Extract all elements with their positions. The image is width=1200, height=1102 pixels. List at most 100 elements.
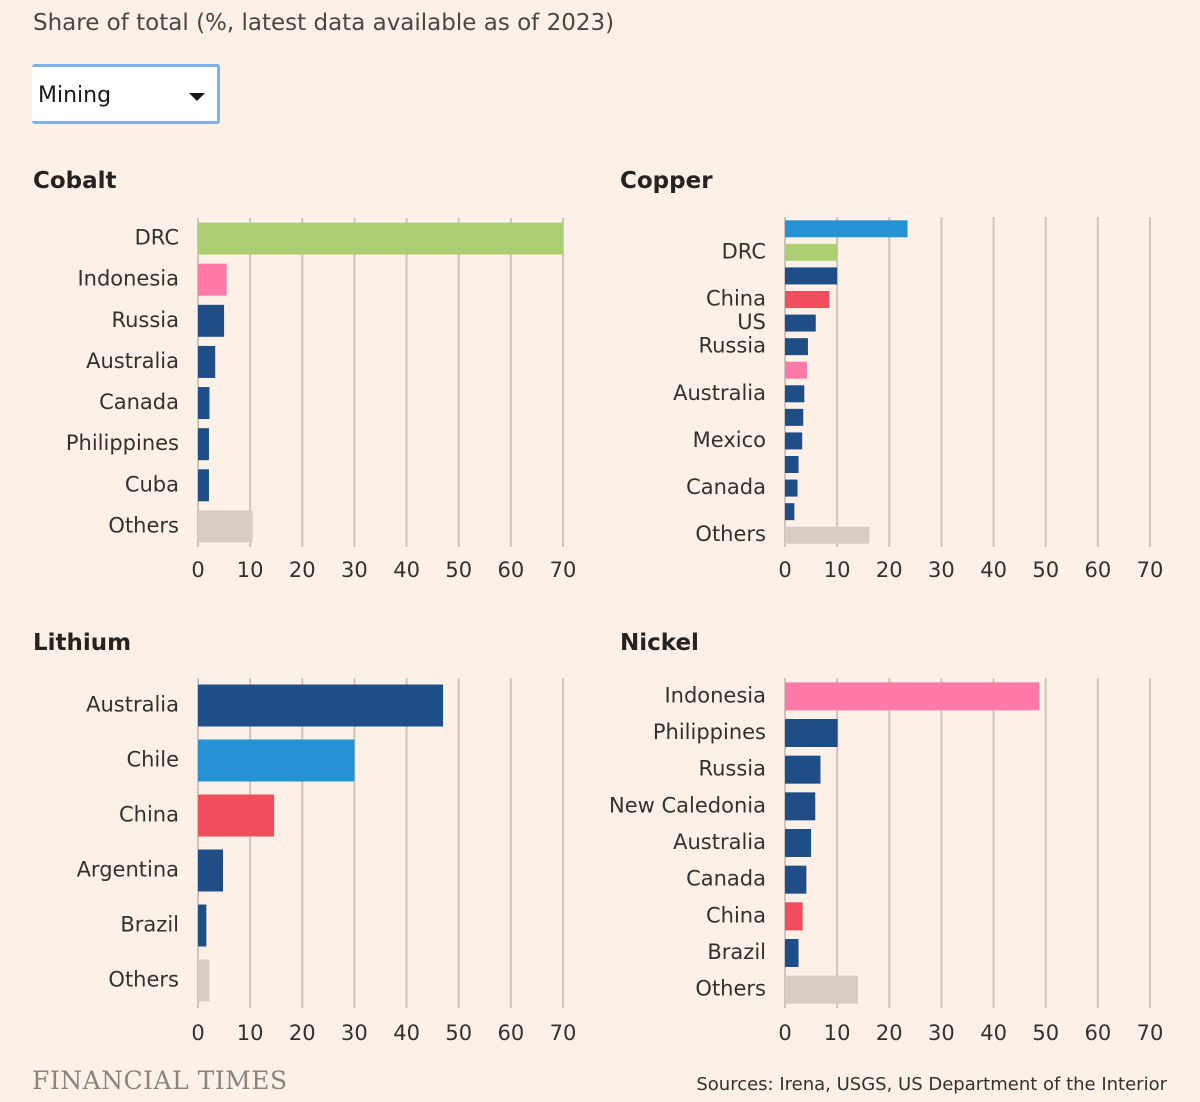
bar-label: Australia — [673, 830, 766, 854]
bar-label: Canada — [686, 867, 766, 891]
x-tick-label: 10 — [824, 558, 851, 582]
x-tick-label: 0 — [778, 1021, 791, 1045]
bar-russia — [785, 338, 808, 356]
source-note: Sources: Irena, USGS, US Department of t… — [696, 1074, 1167, 1095]
bar-indonesia — [198, 263, 227, 296]
x-tick-label: 20 — [289, 1021, 316, 1045]
bar-label: Canada — [99, 390, 179, 414]
bar-china — [785, 291, 830, 308]
bar-label: Philippines — [653, 720, 766, 744]
x-tick-label: 20 — [876, 558, 903, 582]
x-tick-label: 0 — [191, 558, 204, 582]
bar-label: China — [119, 803, 179, 827]
bar-label: US — [737, 310, 766, 334]
x-tick-label: 30 — [341, 558, 368, 582]
bar-label: China — [706, 287, 766, 311]
bar-australia — [785, 829, 812, 857]
bar-new-caledonia — [785, 792, 816, 821]
bar-label: New Caledonia — [609, 793, 766, 817]
x-tick-label: 20 — [876, 1021, 903, 1045]
bar-label: Others — [695, 977, 766, 1001]
bar-canada — [785, 479, 798, 497]
x-tick-label: 10 — [237, 1021, 264, 1045]
caret-down-icon[interactable] — [189, 93, 205, 101]
x-tick-label: 50 — [445, 558, 472, 582]
bar-label: Argentina — [77, 858, 179, 882]
bar-label: Brazil — [120, 913, 179, 937]
bar-label: Russia — [111, 308, 179, 332]
x-tick-label: 40 — [980, 558, 1007, 582]
bar-unlabelled — [785, 503, 795, 521]
x-tick-label: 70 — [1137, 1021, 1164, 1045]
x-tick-label: 40 — [393, 558, 420, 582]
bar-philippines — [198, 428, 209, 461]
panel-title-nickel: Nickel — [620, 630, 699, 656]
bar-australia — [198, 684, 444, 727]
panel-title-cobalt: Cobalt — [33, 168, 117, 194]
bar-argentina — [198, 849, 224, 892]
bar-unlabelled — [785, 361, 807, 379]
bar-others — [198, 959, 210, 1002]
x-tick-label: 30 — [341, 1021, 368, 1045]
brand-logo: FINANCIAL TIMES — [32, 1066, 288, 1095]
bar-drc — [785, 243, 838, 261]
bar-label: Australia — [673, 381, 766, 405]
x-tick-label: 30 — [928, 1021, 955, 1045]
x-tick-label: 50 — [1032, 1021, 1059, 1045]
chart-lithium: 0 10 20 30 40 50 60 70 Australia Chile China Argent… — [77, 678, 577, 1045]
bar-label: DRC — [722, 239, 766, 263]
chart-subtitle: Share of total (%, latest data available… — [33, 10, 615, 36]
bar-china — [198, 794, 275, 837]
x-tick-label: 40 — [393, 1021, 420, 1045]
bar-label: Canada — [686, 475, 766, 499]
bar-philippines — [785, 719, 838, 747]
x-tick-label: 0 — [778, 558, 791, 582]
bar-label: Philippines — [66, 431, 179, 455]
bar-unlabelled — [785, 456, 799, 473]
bar-label: Russia — [698, 757, 766, 781]
bar-russia — [785, 755, 821, 784]
panel-title-copper: Copper — [620, 168, 713, 194]
metric-dropdown[interactable]: Mining — [32, 64, 220, 124]
x-tick-label: 70 — [550, 558, 577, 582]
bar-label: Chile — [126, 748, 179, 772]
dropdown-selected-value: Mining — [38, 83, 112, 108]
bar-chile — [198, 739, 355, 782]
x-tick-label: 60 — [497, 1021, 524, 1045]
bar-australia — [785, 385, 805, 403]
bar-label: Others — [108, 968, 179, 992]
bar-label: Cuba — [125, 472, 179, 496]
x-tick-label: 20 — [289, 558, 316, 582]
bar-label: Indonesia — [664, 683, 766, 707]
bar-label: Others — [108, 513, 179, 537]
bar-canada — [785, 865, 807, 894]
x-tick-label: 10 — [824, 1021, 851, 1045]
bar-label: Others — [695, 522, 766, 546]
bar-canada — [198, 387, 210, 420]
x-tick-label: 30 — [928, 558, 955, 582]
x-tick-label: 0 — [191, 1021, 204, 1045]
bar-label: Brazil — [707, 940, 766, 964]
x-tick-label: 40 — [980, 1021, 1007, 1045]
x-tick-label: 70 — [1137, 558, 1164, 582]
bar-label: Australia — [86, 349, 179, 373]
bar-indonesia — [785, 682, 1040, 711]
bar-others — [785, 526, 870, 544]
chart-nickel: 0 10 20 30 40 50 60 70 Indonesia Philippines Russi… — [609, 678, 1163, 1045]
bar-brazil — [198, 904, 207, 947]
bar-label: Russia — [698, 334, 766, 358]
bar-label: Mexico — [693, 428, 766, 452]
bar-label: Indonesia — [77, 267, 179, 291]
x-tick-label: 10 — [237, 558, 264, 582]
x-tick-label: 70 — [550, 1021, 577, 1045]
bar-drc — [198, 222, 563, 255]
panel-title-lithium: Lithium — [33, 630, 132, 656]
bar-label: Australia — [86, 693, 179, 717]
bar-mexico — [785, 432, 803, 450]
bar-us — [785, 314, 816, 332]
bar-russia — [198, 304, 225, 337]
chart-cobalt: 0 10 20 30 40 50 60 70 DRC Indonesia Russia Austral… — [66, 218, 577, 582]
x-tick-label: 60 — [1084, 1021, 1111, 1045]
